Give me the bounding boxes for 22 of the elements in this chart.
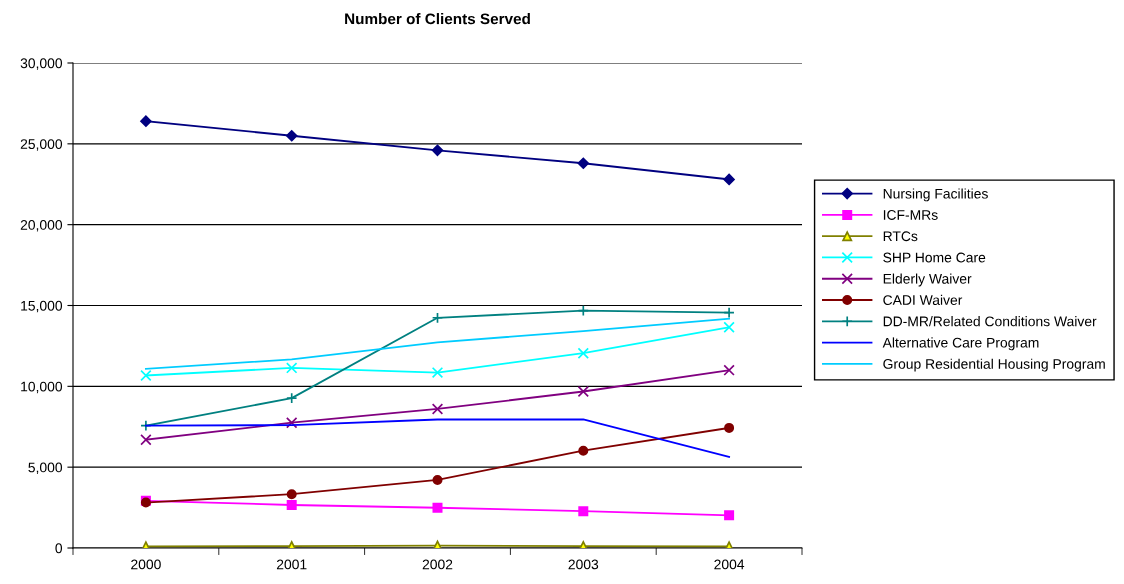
y-tick-label: 10,000 [21, 381, 63, 394]
legend-label: CADI Waiver [883, 294, 963, 306]
y-tick-label: 20,000 [20, 220, 63, 232]
y-tick-label: 30,000 [20, 58, 63, 70]
legend-label: SHP Home Care [883, 252, 986, 263]
y-tick-label: 25,000 [20, 139, 63, 151]
chart-title: Number of Clients Served [345, 13, 530, 25]
x-tick-label: 2003 [568, 559, 599, 570]
legend-label: Group Residential Housing Program [883, 358, 1105, 372]
legend-label: Alternative Care Program [882, 337, 1039, 351]
x-tick-label: 2004 [714, 559, 745, 570]
legend-label: ICF-MRs [883, 210, 938, 220]
legend-label: RTCs [883, 231, 918, 242]
y-tick-label: 15,000 [21, 300, 63, 313]
legend-label: Nursing Facilities [883, 188, 988, 202]
x-tick-label: 2002 [422, 559, 453, 570]
y-tick-label: 5,000 [28, 462, 63, 474]
y-tick-label: 0 [55, 543, 63, 554]
legend-label: DD-MR/Related Conditions Waiver [883, 316, 1097, 327]
x-tick-label: 2000 [131, 559, 161, 570]
legend-label: Elderly Waiver [883, 273, 972, 287]
x-tick-label: 2001 [276, 559, 307, 570]
